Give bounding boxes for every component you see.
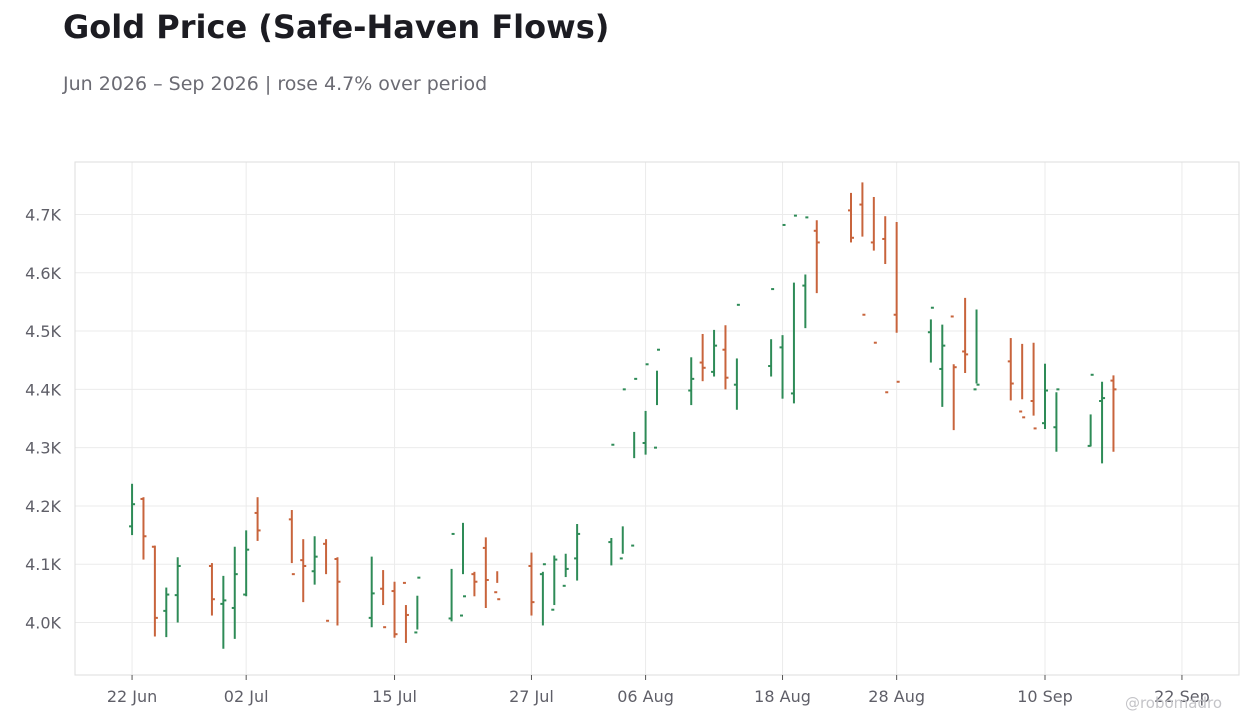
ohlc-bar-down [288, 510, 295, 576]
y-tick-label: 4.6K [25, 264, 61, 283]
ohlc-bar-down [494, 571, 501, 601]
watermark: @robomadro [1124, 694, 1222, 712]
ohlc-bar-up [1087, 373, 1094, 447]
ohlc-bar-down [882, 216, 889, 394]
x-tick-label: 22 Jun [107, 687, 157, 706]
ohlc-bar-down [208, 563, 215, 616]
y-tick-label: 4.1K [25, 555, 61, 574]
ohlc-bar-down [151, 545, 158, 637]
ohlc-bar-down [813, 220, 820, 294]
y-tick-label: 4.7K [25, 205, 61, 224]
y-tick-label: 4.2K [25, 497, 61, 516]
ohlc-bar-up [551, 555, 558, 611]
ohlc-bars [129, 182, 1117, 649]
ohlc-bar-up [311, 536, 318, 585]
x-tick-label: 28 Aug [868, 687, 925, 706]
ohlc-bar-down [300, 539, 307, 603]
x-axis: 22 Jun 02 Jul 15 Jul 27 Jul 06 Aug 18 Aug 28 A… [107, 675, 1210, 706]
ohlc-bar-down [893, 222, 900, 383]
chart-subtitle: Jun 2026 – Sep 2026 | rose 4.7% over per… [63, 73, 488, 95]
ohlc-bar-down [334, 557, 341, 626]
x-tick-label: 10 Sep [1017, 687, 1073, 706]
ohlc-bar-down [323, 539, 330, 622]
ohlc-bar-down [870, 196, 877, 344]
ohlc-bar-up [163, 587, 170, 638]
ohlc-bar-up [779, 223, 786, 399]
ohlc-bar-up [802, 216, 809, 329]
ohlc-bar-up [631, 377, 638, 547]
ohlc-bar-up [1042, 363, 1048, 429]
ohlc-bar-down [859, 182, 866, 316]
ohlc-bar-up [460, 522, 466, 617]
ohlc-bar-down [1030, 342, 1037, 430]
plot-frame [74, 161, 1240, 676]
y-tick-label: 4.4K [25, 380, 61, 399]
x-tick-label: 18 Aug [754, 687, 811, 706]
ohlc-bar-up [688, 357, 695, 406]
ohlc-bar-down [950, 315, 957, 431]
x-tick-label: 06 Aug [617, 687, 674, 706]
ohlc-bar-up [790, 214, 797, 404]
ohlc-bar-up [448, 532, 455, 622]
ohlc-bar-down [402, 581, 409, 643]
ohlc-bar-down [848, 192, 854, 243]
ohlc-bar-up [1053, 388, 1060, 452]
ohlc-bar-down [254, 497, 261, 541]
ohlc-bar-down [722, 325, 729, 390]
ohlc-bar-down [699, 333, 706, 382]
chart-title: Gold Price (Safe-Haven Flows) [63, 8, 610, 46]
gridlines [75, 162, 1239, 675]
ohlc-bar-down [391, 581, 398, 638]
x-tick-label: 02 Jul [224, 687, 269, 706]
y-axis: 4.0K 4.1K 4.2K 4.3K 4.4K 4.5K 4.6K 4.7K [25, 205, 61, 632]
ohlc-bar-up [414, 576, 421, 634]
x-tick-label: 22 Sep [1154, 687, 1210, 706]
ohlc-bar-down [380, 570, 387, 629]
x-tick-label: 15 Jul [372, 687, 417, 706]
ohlc-bar-up [654, 348, 660, 449]
ohlc-bar-down [482, 537, 489, 608]
ohlc-bar-down [140, 497, 147, 560]
ohlc-bar-down [1019, 343, 1026, 419]
ohlc-bar-up [619, 388, 626, 560]
ohlc-bar-up [174, 557, 181, 623]
ohlc-bar-down [1110, 375, 1117, 452]
ohlc-bar-up [768, 288, 775, 377]
ohlc-bar-up [562, 553, 569, 587]
ohlc-bar-down [471, 571, 478, 597]
ohlc-bar-up [642, 363, 649, 455]
ohlc-bar-up [129, 483, 136, 536]
ohlc-bar-up [243, 530, 250, 597]
ohlc-bar-down [1007, 338, 1014, 401]
y-tick-label: 4.0K [25, 614, 61, 633]
ohlc-bar-up [973, 309, 980, 391]
ohlc-bar-up [220, 575, 227, 649]
ohlc-bar-up [231, 546, 238, 639]
ohlc-bar-down [528, 552, 535, 616]
ohlc-bar-up [539, 563, 546, 626]
ohlc-bar-up [608, 443, 615, 566]
ohlc-bar-up [574, 524, 581, 581]
ohlc-bar-up [733, 303, 740, 410]
ohlc-bar-up [711, 329, 718, 377]
y-tick-label: 4.3K [25, 439, 61, 458]
ohlc-bar-up [927, 306, 934, 363]
x-tick-label: 27 Jul [509, 687, 554, 706]
ohlc-bar-up [939, 324, 946, 407]
ohlc-bar-up [368, 556, 375, 628]
y-tick-label: 4.5K [25, 322, 61, 341]
ohlc-bar-up [1099, 381, 1106, 464]
ohlc-bar-down [962, 297, 969, 374]
